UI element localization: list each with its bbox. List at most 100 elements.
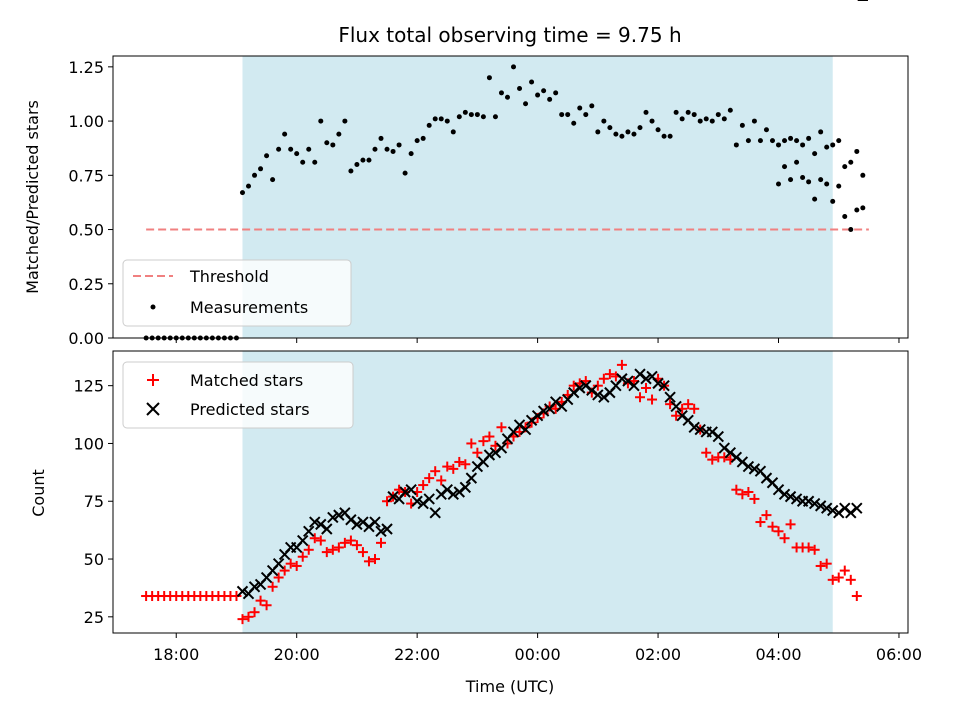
predicted-star-point: [519, 423, 532, 436]
matched-star-point: [436, 475, 447, 486]
predicted-star-point: [688, 421, 700, 433]
measurement-point: [583, 112, 589, 118]
measurement-point: [282, 131, 288, 137]
legend-predicted-swatch: [146, 402, 160, 416]
predicted-star-point: [784, 490, 797, 503]
measurement-point: [595, 129, 601, 135]
bottom-y-tick-label: 100: [73, 434, 104, 453]
measurement-point: [372, 146, 378, 152]
measurement-point: [854, 148, 860, 154]
predicted-star-point: [814, 500, 827, 512]
measurement-point: [426, 122, 432, 128]
predicted-star-point: [664, 391, 676, 403]
predicted-star-point: [447, 488, 459, 501]
measurement-point: [661, 133, 667, 139]
x-tick-label: 00:00: [515, 645, 561, 664]
measurement-point: [432, 116, 438, 122]
predicted-star-point: [297, 534, 309, 547]
measurement-point: [721, 116, 727, 122]
matched-star-point: [309, 533, 320, 544]
predicted-star-point: [272, 557, 285, 570]
matched-star-point: [604, 369, 615, 380]
top-y-tick-label: 0.00: [68, 329, 104, 348]
measurement-point: [462, 109, 468, 115]
measurement-point: [625, 129, 631, 135]
measurement-point: [486, 75, 492, 81]
matched-star-point: [815, 560, 826, 571]
matched-star-point: [285, 558, 296, 569]
predicted-star-point: [827, 504, 839, 517]
matched-star-point: [267, 581, 278, 592]
measurement-point: [601, 118, 607, 124]
measurement-point: [239, 190, 245, 196]
measurement-point: [535, 92, 541, 98]
predicted-star-point: [820, 502, 833, 514]
x-tick-label: 22:00: [394, 645, 440, 664]
measurement-point: [776, 181, 782, 187]
measurement-point: [408, 151, 414, 157]
measurement-point: [757, 138, 763, 144]
measurement-point: [818, 129, 824, 135]
measurement-point: [294, 151, 300, 157]
measurement-point: [456, 114, 462, 120]
bottom-y-tick-label: 125: [73, 377, 104, 396]
bottom-y-axis-label: Count: [29, 469, 48, 517]
predicted-star-point: [652, 377, 664, 390]
predicted-star-point: [616, 373, 628, 385]
top-axes-frame: [112, 55, 909, 339]
measurement-point: [763, 127, 769, 133]
matched-star-point: [418, 480, 429, 491]
matched-star-point: [641, 382, 652, 393]
measurement-point: [848, 159, 854, 165]
measurement-point: [860, 205, 866, 211]
top-panel: 0.00 0.25 0.50 0.75 1.00 1.25 Flux total obse…: [23, 23, 909, 348]
measurement-point: [794, 159, 800, 165]
legend-threshold-label: Threshold: [189, 267, 269, 286]
x-tick-label: 20:00: [274, 645, 320, 664]
measurement-point: [776, 142, 782, 148]
predicted-star-point: [802, 495, 815, 507]
matched-star-point: [357, 547, 368, 558]
legend-matched-label: Matched stars: [190, 371, 303, 390]
measurement-point: [517, 86, 523, 92]
predicted-star-point: [658, 379, 670, 392]
measurement-point: [836, 138, 842, 144]
matched-star-point: [749, 493, 760, 504]
bottom-axes-frame: [112, 350, 909, 634]
measurement-point: [860, 172, 866, 178]
top-y-tick-label: 0.25: [68, 275, 104, 294]
measurement-point: [769, 138, 775, 144]
matched-star-point: [327, 544, 338, 555]
predicted-star-point: [778, 488, 791, 501]
measurement-point: [306, 146, 312, 152]
matched-star-point: [255, 595, 266, 606]
measurement-point: [631, 131, 637, 137]
measurement-point: [384, 146, 390, 152]
matched-star-point: [737, 489, 748, 500]
matched-star-point: [369, 554, 380, 565]
x-axis-label: Time (UTC): [465, 677, 554, 696]
measurement-point: [697, 118, 703, 124]
measurement-point: [312, 159, 318, 165]
matched-star-point: [472, 447, 483, 458]
matched-star-point: [279, 565, 290, 576]
matched-star-point: [376, 537, 387, 548]
measurement-point: [504, 94, 510, 100]
bottom-legend: Matched stars Predicted stars: [122, 361, 354, 429]
predicted-star-point: [465, 472, 478, 484]
measurement-point: [812, 196, 818, 202]
measurement-point: [667, 133, 673, 139]
top-y-tick-label: 0.75: [68, 166, 104, 185]
legend-predicted-label: Predicted stars: [190, 400, 310, 419]
matched-star-point: [297, 551, 308, 562]
matched-star-point: [382, 496, 393, 507]
matched-star-point: [833, 572, 844, 583]
x-tick-label: 02:00: [635, 645, 681, 664]
legend-matched-swatch: [147, 374, 159, 386]
measurement-point: [830, 142, 836, 148]
measurement-point: [788, 177, 794, 183]
measurement-point: [733, 142, 739, 148]
top-axis-ticks: 0.00 0.25 0.50 0.75 1.00 1.25: [68, 58, 900, 348]
predicted-star-point: [483, 449, 496, 461]
measurement-point: [541, 88, 547, 94]
